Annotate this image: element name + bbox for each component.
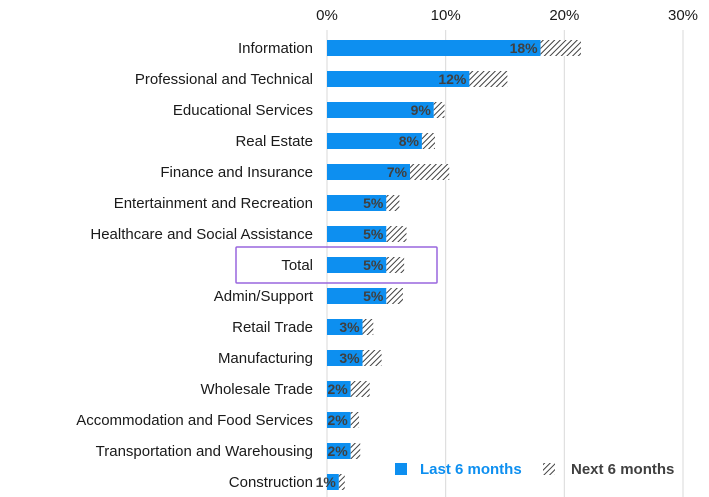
bar-data-label: 3% bbox=[339, 350, 360, 366]
legend-label-last: Last 6 months bbox=[420, 461, 522, 478]
bar-last-6-months bbox=[327, 102, 434, 118]
bar-next-6-months bbox=[469, 71, 508, 87]
category-label: Healthcare and Social Assistance bbox=[90, 226, 313, 243]
bar-next-6-months bbox=[350, 443, 361, 459]
bar-data-label: 5% bbox=[363, 288, 384, 304]
category-label: Entertainment and Recreation bbox=[114, 195, 313, 212]
x-tick-label: 20% bbox=[549, 7, 579, 24]
bar-next-6-months bbox=[386, 257, 405, 273]
category-label: Retail Trade bbox=[232, 319, 313, 336]
bar-last-6-months bbox=[327, 164, 411, 180]
bar-last-6-months bbox=[327, 226, 387, 242]
bar-last-6-months bbox=[327, 443, 351, 459]
bar-next-6-months bbox=[338, 474, 345, 490]
legend: Last 6 months Next 6 months bbox=[395, 461, 674, 478]
bar-data-label: 1% bbox=[316, 474, 337, 490]
x-tick-label: 10% bbox=[431, 7, 461, 24]
category-label: Finance and Insurance bbox=[160, 164, 313, 181]
bar-data-label: 7% bbox=[387, 164, 408, 180]
bar-data-label: 12% bbox=[438, 71, 467, 87]
bar-data-label: 8% bbox=[399, 133, 420, 149]
legend-label-next: Next 6 months bbox=[571, 461, 674, 478]
bar-data-label: 18% bbox=[510, 40, 539, 56]
category-label: Information bbox=[238, 40, 313, 57]
category-label: Manufacturing bbox=[218, 350, 313, 367]
bar-next-6-months bbox=[350, 412, 360, 428]
category-labels: Information Professional and Technical Edu… bbox=[76, 40, 314, 491]
bar-next-6-months bbox=[540, 40, 581, 56]
highlight-box-layer bbox=[235, 246, 438, 284]
legend-swatch-last bbox=[395, 463, 407, 475]
bar-data-label: 2% bbox=[327, 381, 348, 397]
bar-last-6-months bbox=[327, 412, 351, 428]
category-label: Accommodation and Food Services bbox=[76, 412, 313, 429]
bar-data-label: 5% bbox=[363, 195, 384, 211]
bar-next-6-months bbox=[433, 102, 445, 118]
bar-last-6-months bbox=[327, 474, 339, 490]
x-tick-label: 0% bbox=[316, 7, 338, 24]
bar-next-6-months bbox=[386, 226, 407, 242]
x-axis-ticks: 0% 10% 20% 30% bbox=[316, 7, 698, 24]
bar-last-6-months bbox=[327, 195, 387, 211]
bar-last-6-months bbox=[327, 381, 351, 397]
category-label: Construction bbox=[229, 474, 313, 491]
category-label: Transportation and Warehousing bbox=[96, 443, 313, 460]
bar-last-6-months bbox=[327, 133, 422, 149]
category-label: Professional and Technical bbox=[135, 71, 313, 88]
bar-next-6-months bbox=[386, 288, 403, 304]
bar-last-6-months bbox=[327, 288, 387, 304]
bar-data-label: 3% bbox=[339, 319, 360, 335]
bar-data-label: 2% bbox=[327, 412, 348, 428]
category-label: Educational Services bbox=[173, 102, 313, 119]
bar-last-6-months bbox=[327, 257, 387, 273]
category-label: Admin/Support bbox=[214, 288, 314, 305]
bar-last-6-months bbox=[327, 319, 363, 335]
category-label: Total bbox=[281, 257, 313, 274]
bar-next-6-months bbox=[362, 319, 374, 335]
x-tick-label: 30% bbox=[668, 7, 698, 24]
bar-next-6-months bbox=[386, 195, 400, 211]
bar-next-6-months bbox=[350, 381, 370, 397]
legend-swatch-next bbox=[543, 463, 555, 475]
bar-data-label: 9% bbox=[411, 102, 432, 118]
category-label: Real Estate bbox=[235, 133, 313, 150]
bar-data-label: 5% bbox=[363, 226, 384, 242]
bar-last-6-months bbox=[327, 40, 541, 56]
bar-data-label: 5% bbox=[363, 257, 384, 273]
bar-data-label: 2% bbox=[327, 443, 348, 459]
bar-last-6-months bbox=[327, 71, 470, 87]
bar-next-6-months bbox=[362, 350, 382, 366]
bar-last-6-months bbox=[327, 350, 363, 366]
bar-next-6-months bbox=[421, 133, 435, 149]
category-label: Wholesale Trade bbox=[200, 381, 313, 398]
total-highlight-box bbox=[235, 246, 438, 284]
bars: 18%12%9%8%7%5%5%5%5%3%3%2%2%2%1% bbox=[316, 40, 581, 490]
bar-next-6-months bbox=[410, 164, 450, 180]
